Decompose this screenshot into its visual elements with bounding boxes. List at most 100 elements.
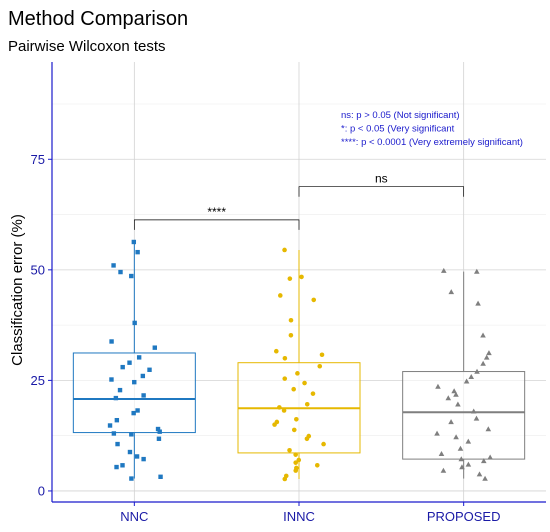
point-triangle — [473, 415, 480, 421]
point-square — [129, 432, 134, 437]
y-tick-label: 75 — [31, 152, 45, 167]
x-tick-label-innc: INNC — [283, 509, 315, 524]
point-circle — [282, 247, 287, 253]
point-circle — [281, 408, 287, 413]
bracket-label: ns — [375, 172, 388, 186]
point-square — [111, 263, 116, 268]
legend-line: ****: p < 0.0001 (Very extremely signifi… — [341, 137, 523, 148]
point-circle — [304, 436, 310, 442]
point-triangle — [440, 467, 447, 473]
point-triangle — [465, 438, 472, 444]
point-circle — [302, 380, 307, 386]
point-circle — [282, 476, 288, 482]
y-tick-label: 0 — [38, 483, 45, 498]
point-square — [129, 273, 134, 279]
point-square — [111, 431, 117, 436]
point-triangle — [465, 461, 472, 467]
point-square — [109, 339, 114, 344]
point-triangle — [435, 383, 441, 389]
box-nnc — [72, 352, 196, 434]
point-triangle — [482, 475, 488, 481]
point-square — [155, 426, 161, 432]
legend-line: ns: p > 0.05 (Not significant) — [341, 110, 460, 121]
data-points — [107, 239, 493, 482]
point-circle — [299, 274, 304, 280]
chart-subtitle: Pairwise Wilcoxon tests — [8, 38, 166, 55]
point-square — [134, 454, 140, 459]
point-square — [131, 410, 136, 416]
point-triangle — [483, 354, 490, 360]
point-square — [131, 239, 137, 245]
point-circle — [296, 457, 302, 463]
point-square — [141, 393, 146, 398]
point-square — [118, 269, 123, 275]
point-square — [129, 476, 134, 481]
point-triangle — [451, 388, 457, 394]
point-triangle — [463, 378, 470, 384]
point-circle — [321, 441, 326, 447]
point-triangle — [448, 419, 454, 425]
x-tick-label-proposed: PROPOSED — [427, 509, 501, 524]
point-triangle — [438, 450, 445, 456]
point-square — [114, 417, 120, 423]
point-square — [107, 423, 113, 428]
point-triangle — [470, 408, 477, 414]
point-triangle — [459, 464, 465, 470]
point-circle — [314, 462, 320, 468]
point-square — [136, 355, 142, 360]
point-circle — [319, 352, 325, 358]
point-triangle — [445, 395, 452, 401]
point-square — [157, 429, 162, 434]
point-triangle — [457, 445, 464, 451]
point-triangle — [485, 426, 492, 432]
bracket-nnc-innc — [133, 219, 300, 230]
point-square — [132, 379, 137, 385]
point-square — [120, 364, 125, 370]
point-circle — [288, 317, 294, 323]
point-circle — [311, 297, 317, 303]
bracket-label: **** — [207, 205, 226, 219]
axes: 0 25 50 75 NNC INNC PROPOSED — [31, 62, 546, 524]
point-square — [127, 360, 132, 365]
point-triangle — [480, 332, 486, 338]
point-square — [141, 456, 146, 462]
y-tick-label: 50 — [31, 262, 45, 277]
point-square — [114, 464, 119, 470]
point-circle — [295, 371, 300, 376]
point-circle — [294, 417, 299, 422]
point-triangle — [476, 471, 483, 477]
point-square — [152, 345, 157, 350]
point-square — [147, 367, 152, 372]
point-circle — [277, 293, 283, 298]
point-circle — [282, 376, 288, 381]
y-axis-label: Classification error (%) — [9, 214, 26, 366]
point-triangle — [448, 289, 455, 295]
point-square — [120, 463, 125, 468]
point-square — [109, 377, 114, 382]
point-square — [156, 436, 162, 441]
chart-title: Method Comparison — [8, 8, 189, 30]
point-circle — [274, 348, 279, 354]
point-triangle — [486, 350, 492, 356]
point-triangle — [487, 454, 493, 460]
point-circle — [288, 332, 294, 338]
point-circle — [293, 468, 299, 473]
boxes — [72, 241, 526, 480]
point-circle — [272, 422, 277, 427]
point-triangle — [455, 401, 461, 407]
point-circle — [282, 355, 288, 361]
y-tick-label: 25 — [31, 373, 45, 388]
point-square — [113, 395, 119, 401]
point-triangle — [458, 456, 465, 462]
point-square — [117, 387, 123, 393]
significance-legend: ns: p > 0.05 (Not significant) *: p < 0.0… — [341, 110, 523, 148]
point-triangle — [440, 267, 447, 273]
point-square — [127, 449, 133, 455]
point-triangle — [468, 374, 475, 380]
point-circle — [287, 276, 293, 281]
bracket-innc-proposed — [298, 186, 465, 197]
point-circle — [287, 447, 292, 453]
point-triangle — [480, 360, 486, 366]
point-square — [140, 373, 146, 379]
